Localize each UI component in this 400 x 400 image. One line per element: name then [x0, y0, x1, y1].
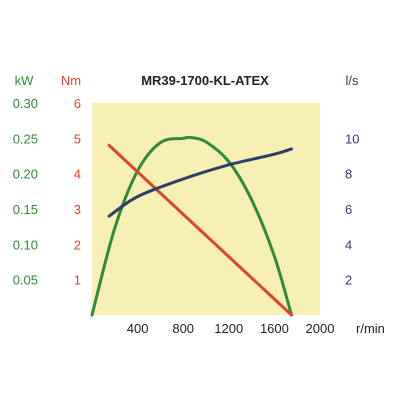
x-tick-label: 1600	[260, 321, 289, 336]
x-tick-label: 800	[172, 321, 194, 336]
y-tick-label-power: 0.25	[13, 131, 38, 146]
y-tick-label-power: 0.05	[13, 273, 38, 288]
chart-title: MR39-1700-KL-ATEX	[141, 73, 269, 88]
series-line-flow	[107, 147, 293, 218]
x-tick-label: 400	[127, 321, 149, 336]
y-axis-unit-torque: Nm	[61, 73, 81, 88]
series-line-power	[90, 135, 293, 317]
y-tick-label-power: 0.15	[13, 202, 38, 217]
y-tick-label-torque: 3	[74, 202, 81, 217]
axes-layer: 400 800 1200 1600 2000 r/min 0.05 0.10 0.15 0.20 0…	[13, 73, 385, 336]
y-tick-label-flow: 2	[345, 273, 352, 288]
y-tick-label-flow: 8	[345, 167, 352, 182]
y-tick-label-power: 0.10	[13, 237, 38, 252]
x-tick-label: 2000	[306, 321, 335, 336]
series-line-torque	[107, 143, 293, 317]
y-axis-unit-power: kW	[15, 73, 35, 88]
y-tick-label-flow: 6	[345, 202, 352, 217]
y-tick-label-flow: 4	[345, 237, 352, 252]
y-tick-label-torque: 1	[74, 273, 81, 288]
y-tick-label-torque: 4	[74, 167, 81, 182]
y-tick-label-flow: 10	[345, 131, 359, 146]
x-tick-label: 1200	[214, 321, 243, 336]
y-tick-label-torque: 5	[74, 131, 81, 146]
y-tick-label-torque: 6	[74, 96, 81, 111]
y-tick-label-power: 0.30	[13, 96, 38, 111]
plot-background	[92, 103, 320, 315]
y-tick-label-torque: 2	[74, 237, 81, 252]
y-axis-unit-flow: l/s	[346, 73, 360, 88]
x-axis-unit: r/min	[356, 321, 385, 336]
y-tick-label-power: 0.20	[13, 167, 38, 182]
series-layer	[90, 135, 293, 317]
